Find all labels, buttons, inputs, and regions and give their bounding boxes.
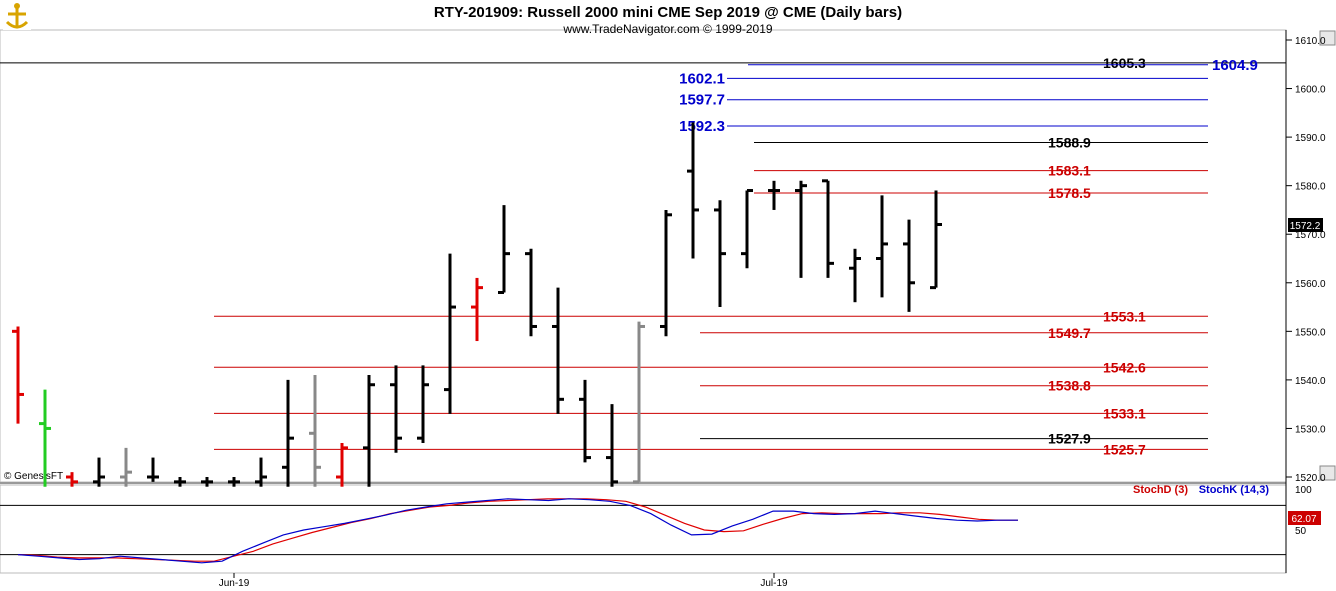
ohlc-bar: [93, 457, 105, 487]
up-scroll-arrow[interactable]: [1319, 30, 1336, 46]
ohlc-bar: [822, 179, 834, 278]
ohlc-bar: [309, 375, 321, 487]
ohlc-bar: [741, 189, 753, 269]
ohlc-bar: [471, 277, 483, 342]
ohlc-bar: [336, 443, 348, 487]
ohlc-bar: [120, 447, 132, 487]
legend-stochk: StochK (14,3): [1199, 484, 1270, 496]
ohlc-bar: [417, 365, 429, 444]
legend-stochd: StochD (3): [1133, 484, 1188, 496]
x-tick-label: Jul-19: [760, 578, 788, 589]
chart-title: RTY-201909: Russell 2000 mini CME Sep 20…: [434, 4, 902, 21]
ohlc-bar: [174, 477, 186, 487]
stoch-tick-label: 50: [1295, 526, 1307, 537]
ohlc-bar: [714, 200, 726, 308]
level-label: 1588.9: [1048, 134, 1091, 150]
stoch-series-line: [17, 498, 1018, 564]
ohlc-bar: [660, 209, 672, 337]
level-label: 1549.7: [1048, 325, 1091, 341]
chart-subtitle: www.TradeNavigator.com © 1999-2019: [562, 22, 772, 36]
ohlc-bar: [444, 253, 456, 414]
stochastic-panel: 100 50: [0, 485, 1312, 564]
y-tick-label: 1600.0: [1295, 85, 1326, 96]
level-label: 1597.7: [679, 92, 725, 109]
level-label: 1542.6: [1103, 359, 1146, 375]
stoch-panel-frame: [0, 484, 1287, 574]
ohlc-bar: [498, 205, 510, 294]
ohlc-bar: [795, 180, 807, 278]
price-panel-frame: [0, 29, 1287, 483]
ohlc-bar: [903, 219, 915, 312]
credit-text: © GenesisFT: [4, 471, 63, 482]
date-axis: Jun-19 Jul-19: [219, 573, 788, 589]
stoch-tick-label: 100: [1295, 485, 1312, 496]
price-axis: 1610.0 1600.0 1590.0 1580.0 1570.0 1560.0 1550…: [1286, 36, 1326, 484]
level-label: 1604.9: [1212, 57, 1258, 74]
level-label: 1605.3: [1103, 55, 1146, 71]
ohlc-bar: [687, 122, 699, 259]
y-tick-label: 1570.0: [1295, 230, 1326, 241]
ohlc-bar: [552, 287, 564, 414]
level-label: 1583.1: [1048, 163, 1091, 179]
ohlc-bar: [876, 195, 888, 298]
down-scroll-arrow[interactable]: [1319, 465, 1336, 481]
y-tick-label: 1540.0: [1295, 376, 1326, 387]
ohlc-bar: [66, 472, 78, 487]
level-label: 1525.7: [1103, 441, 1146, 457]
ohlc-bar: [525, 248, 537, 337]
ohlc-bar: [606, 404, 618, 487]
level-label: 1553.1: [1103, 308, 1146, 324]
ohlc-bar: [579, 379, 591, 463]
y-tick-label: 1520.0: [1295, 473, 1326, 484]
ohlc-bar: [201, 477, 213, 487]
price-bars: [12, 122, 942, 487]
level-label: 1538.8: [1048, 378, 1091, 394]
y-tick-label: 1550.0: [1295, 327, 1326, 338]
y-tick-label: 1580.0: [1295, 182, 1326, 193]
ohlc-bar: [255, 457, 267, 487]
y-tick-label: 1610.0: [1295, 36, 1326, 47]
ohlc-bar: [282, 379, 294, 487]
trade-navigator-logo: [3, 3, 31, 30]
y-tick-label: 1560.0: [1295, 279, 1326, 290]
level-label: 1592.3: [679, 118, 725, 135]
svg-text:1572.2: 1572.2: [1290, 221, 1321, 232]
price-levels: 1605.3 1604.9 1602.1 1597.7 1592.3 1588.9 1583…: [0, 55, 1286, 457]
x-tick-label: Jun-19: [219, 578, 250, 589]
level-label: 1527.9: [1048, 431, 1091, 447]
ohlc-bar: [39, 389, 51, 487]
svg-text:62.07: 62.07: [1291, 514, 1316, 525]
stoch-series-line: [17, 498, 1018, 562]
level-label: 1533.1: [1103, 405, 1146, 421]
ohlc-bar: [849, 248, 861, 303]
ohlc-bar: [390, 365, 402, 453]
ohlc-bar: [12, 326, 24, 424]
last-price-marker: 1572.2: [1288, 218, 1323, 232]
level-label: 1578.5: [1048, 185, 1091, 201]
ohlc-bar: [633, 321, 645, 484]
stoch-last-marker: 62.07: [1288, 511, 1321, 525]
level-label: 1602.1: [679, 70, 725, 87]
ohlc-bar: [768, 180, 780, 210]
y-tick-label: 1530.0: [1295, 424, 1326, 435]
y-tick-label: 1590.0: [1295, 133, 1326, 144]
ohlc-bar: [147, 457, 159, 482]
ohlc-bar: [228, 477, 240, 487]
ohlc-bar: [930, 190, 942, 290]
ohlc-bar: [363, 375, 375, 487]
